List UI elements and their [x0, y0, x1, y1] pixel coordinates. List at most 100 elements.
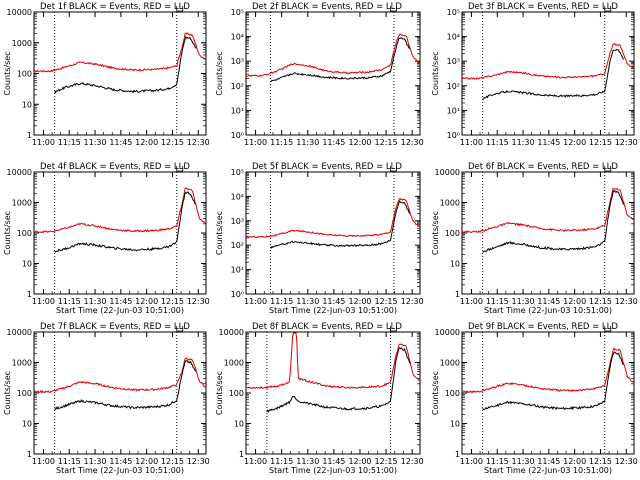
events-series-line: [482, 351, 624, 411]
events-series-line: [54, 191, 197, 253]
panel-title: Det 2f BLACK = Events, RED = LLD: [252, 2, 402, 12]
x-tick-label: 12:00: [348, 457, 371, 466]
x-tick-label: 11:30: [296, 297, 319, 306]
y-tick-label: 10000: [7, 328, 32, 337]
x-tick-label: 12:30: [615, 297, 638, 306]
y-axis-label: Counts/sec: [431, 51, 440, 95]
x-tick-label: 11:30: [296, 138, 319, 147]
y-tick-label: 10000: [7, 8, 32, 17]
y-tick-label: 1: [455, 290, 460, 299]
y-axis-label: Counts/sec: [431, 371, 440, 415]
panel-det-3: Det 3f BLACK = Events, RED = LLD 10⁰ 10¹ 10…: [431, 2, 638, 147]
panel-title: Det 4f BLACK = Events, RED = LLD: [40, 162, 190, 172]
axes-frame: [245, 171, 421, 295]
x-tick-label: 11:45: [109, 297, 132, 306]
y-tick-label: 10¹: [231, 106, 244, 115]
x-axis-label: Start Time (22-Jun-03 10:51:00): [484, 466, 612, 475]
x-tick-label: 12:00: [563, 457, 586, 466]
events-series-line: [482, 48, 625, 100]
x-tick-label: 12:30: [187, 457, 210, 466]
x-tick-label: 11:30: [84, 457, 107, 466]
axes-frame: [33, 171, 207, 295]
x-tick-label: 12:15: [161, 457, 184, 466]
y-tick-label: 100: [17, 229, 32, 238]
y-tick-label: 10³: [231, 57, 244, 66]
y-axis-label: Counts/sec: [215, 51, 224, 95]
x-tick-label: 11:15: [58, 457, 81, 466]
y-tick-label: 10²: [447, 82, 460, 91]
x-tick-label: 11:00: [32, 138, 55, 147]
lld-series-line: [461, 187, 635, 234]
x-tick-label: 11:30: [512, 297, 535, 306]
y-tick-label: 1000: [12, 199, 32, 208]
y-tick-label: 100: [445, 229, 460, 238]
x-tick-label: 11:00: [32, 457, 55, 466]
time-bracket-marker: [390, 6, 397, 12]
y-tick-label: 1: [27, 290, 32, 299]
x-tick-label: 11:30: [84, 138, 107, 147]
lld-series-line: [33, 187, 207, 234]
y-tick-label: 10⁰: [231, 131, 244, 140]
y-tick-label: 10⁰: [231, 290, 244, 299]
y-tick-label: 10000: [435, 328, 460, 337]
x-tick-label: 12:15: [161, 138, 184, 147]
panel-det-4: Det 4f BLACK = Events, RED = LLD 1 10 100 10…: [3, 162, 210, 315]
y-tick-label: 1000: [12, 359, 32, 368]
x-tick-label: 11:45: [109, 457, 132, 466]
y-axis-label: Counts/sec: [3, 211, 12, 255]
events-series-line: [270, 200, 411, 249]
x-tick-label: 11:15: [270, 138, 293, 147]
x-tick-label: 12:00: [563, 138, 586, 147]
x-tick-label: 11:15: [58, 138, 81, 147]
panel-det-1: Det 1f BLACK = Events, RED = LLD 1 10 100 10…: [3, 2, 210, 147]
y-tick-label: 10: [22, 100, 32, 109]
y-tick-label: 10000: [7, 168, 32, 177]
y-tick-label: 10²: [231, 82, 244, 91]
x-tick-label: 12:30: [401, 457, 424, 466]
y-tick-label: 10¹: [231, 266, 244, 275]
x-axis-label: Start Time (22-Jun-03 10:51:00): [269, 466, 397, 475]
x-tick-label: 12:00: [135, 138, 158, 147]
y-tick-label: 10: [450, 420, 460, 429]
x-tick-label: 11:45: [537, 297, 560, 306]
y-tick-label: 10: [22, 420, 32, 429]
x-tick-label: 11:00: [460, 138, 483, 147]
y-tick-label: 10⁰: [447, 131, 460, 140]
panel-title: Det 5f BLACK = Events, RED = LLD: [252, 162, 402, 172]
y-tick-label: 100: [17, 70, 32, 79]
panel-title: Det 6f BLACK = Events, RED = LLD: [468, 162, 618, 172]
lld-series-line: [34, 32, 207, 73]
panel-title: Det 1f BLACK = Events, RED = LLD: [40, 2, 190, 12]
lld-series-line: [33, 357, 207, 394]
x-tick-label: 11:15: [486, 138, 509, 147]
x-tick-label: 11:30: [84, 297, 107, 306]
y-tick-label: 100: [445, 389, 460, 398]
y-tick-label: 10³: [447, 57, 460, 66]
x-tick-label: 12:15: [589, 138, 612, 147]
x-tick-label: 11:45: [537, 457, 560, 466]
x-tick-label: 11:45: [322, 457, 345, 466]
y-axis-label: Counts/sec: [3, 371, 12, 415]
lld-series-line: [245, 197, 421, 239]
y-tick-label: 10⁵: [231, 168, 244, 177]
panel-det-5: Det 5f BLACK = Events, RED = LLD 10⁰ 10¹ 10…: [215, 162, 424, 315]
panel-det-2: Det 2f BLACK = Events, RED = LLD 10⁰ 10¹ 10…: [215, 2, 424, 147]
x-tick-label: 11:00: [244, 457, 267, 466]
x-tick-label: 12:15: [589, 297, 612, 306]
lld-series-line: [461, 347, 635, 394]
panel-det-9: Det 9f BLACK = Events, RED = LLD 1 10 100 10…: [431, 322, 638, 475]
x-tick-label: 12:30: [401, 138, 424, 147]
time-bracket-marker: [604, 6, 612, 12]
x-tick-label: 11:00: [244, 138, 267, 147]
x-tick-label: 12:30: [615, 457, 638, 466]
events-series-line: [54, 35, 197, 94]
y-tick-label: 1000: [12, 39, 32, 48]
x-tick-label: 11:15: [58, 297, 81, 306]
events-series-line: [54, 360, 197, 411]
y-tick-label: 10⁵: [231, 8, 244, 17]
y-tick-label: 1: [27, 131, 32, 140]
panel-det-6: Det 6f BLACK = Events, RED = LLD 1 10 100 10…: [431, 162, 638, 315]
axes-frame: [461, 331, 635, 455]
panel-det-7: Det 7f BLACK = Events, RED = LLD 1 10 100 10…: [3, 322, 210, 475]
y-tick-label: 1: [455, 450, 460, 459]
